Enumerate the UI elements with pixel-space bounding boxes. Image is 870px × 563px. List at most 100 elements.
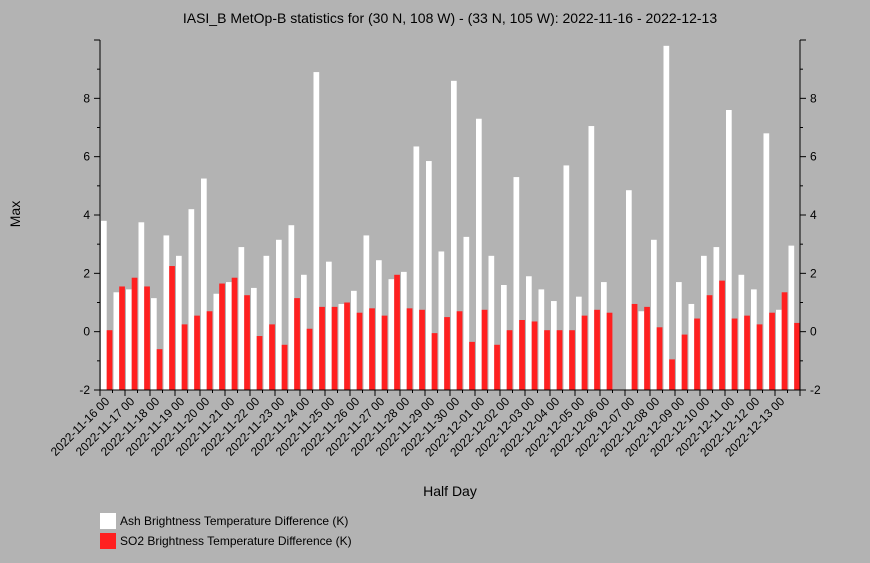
so2-bar-47	[694, 318, 700, 390]
y-tick-label-left: 4	[83, 208, 90, 222]
so2-bar-25	[419, 309, 425, 390]
so2-bar-32	[506, 330, 513, 390]
ash-bar-6	[176, 255, 182, 390]
ash-bar-46	[676, 282, 682, 390]
ash-bar-42	[626, 190, 632, 390]
x-axis-label: Half Day	[423, 483, 477, 499]
ash-bar-7	[188, 209, 195, 390]
ash-bar-1	[113, 292, 120, 390]
ash-bar-14	[276, 239, 282, 390]
so2-bar-52	[756, 324, 763, 391]
ash-bar-39	[588, 126, 595, 390]
so2-bar-26	[431, 333, 438, 391]
so2-bar-39	[594, 309, 600, 390]
ash-bar-12	[251, 287, 257, 390]
ash-bar-18	[326, 261, 332, 390]
ash-bar-13	[263, 255, 270, 390]
ash-bar-23	[388, 279, 395, 390]
ash-bar-25	[413, 146, 420, 390]
ash-bar-44	[651, 239, 657, 390]
y-axis-label: Max	[7, 201, 23, 227]
ash-bar-37	[563, 165, 570, 390]
ash-bar-45	[663, 45, 670, 390]
so2-bar-33	[519, 320, 525, 390]
so2-bar-48	[706, 295, 713, 390]
legend-label-ash: Ash Brightness Temperature Difference (K…	[120, 514, 349, 528]
so2-bar-11	[244, 295, 250, 390]
ash-bar-16	[301, 274, 307, 390]
ash-bar-40	[601, 282, 607, 390]
ash-bar-33	[513, 177, 520, 390]
ash-bar-47	[688, 303, 695, 390]
so2-bar-17	[319, 306, 325, 391]
so2-bar-46	[681, 334, 688, 390]
so2-bar-54	[781, 292, 788, 390]
ash-bar-8	[201, 178, 207, 390]
ash-bar-20	[351, 290, 357, 390]
y-tick-label-right: 6	[810, 150, 817, 164]
so2-bar-34	[531, 321, 538, 390]
legend-label-so2: SO2 Brightness Temperature Difference (K…	[120, 534, 352, 548]
ash-bar-4	[151, 298, 157, 391]
so2-bar-51	[744, 315, 750, 391]
ash-bar-48	[701, 255, 707, 390]
so2-bar-4	[156, 349, 163, 390]
chart-title: IASI_B MetOp-B statistics for (30 N, 108…	[183, 10, 718, 26]
ash-bar-5	[163, 235, 170, 390]
so2-bar-45	[669, 359, 675, 391]
ash-bar-35	[538, 289, 545, 391]
ash-bar-29	[463, 236, 470, 391]
ash-bar-52	[751, 289, 757, 391]
ash-bar-0	[101, 220, 107, 390]
ash-bar-31	[488, 255, 495, 390]
ash-bar-51	[738, 274, 745, 390]
so2-bar-2	[131, 277, 138, 390]
legend-swatch-so2	[100, 533, 116, 549]
ash-bar-54	[776, 309, 782, 390]
ash-bar-27	[438, 251, 445, 390]
ash-bar-3	[138, 222, 145, 390]
so2-bar-18	[331, 306, 338, 391]
ash-bar-38	[576, 296, 582, 390]
so2-bar-16	[306, 328, 313, 390]
ash-bar-49	[713, 247, 720, 390]
ash-bar-9	[213, 293, 220, 390]
ash-bar-2	[126, 289, 132, 391]
ash-bar-11	[238, 247, 245, 390]
so2-bar-50	[731, 318, 738, 390]
so2-bar-1	[119, 286, 125, 390]
ash-bar-43	[638, 311, 645, 390]
ash-bar-32	[501, 285, 507, 390]
so2-bar-49	[719, 280, 725, 391]
y-tick-label-right: 0	[810, 325, 817, 339]
ash-bar-36	[551, 301, 557, 390]
legend-swatch-ash	[100, 513, 116, 529]
so2-bar-38	[581, 315, 588, 391]
legend-item-ash: Ash Brightness Temperature Difference (K…	[100, 511, 352, 531]
so2-bar-12	[256, 336, 263, 390]
so2-bar-24	[406, 308, 413, 390]
so2-bar-29	[469, 341, 475, 391]
so2-bar-7	[194, 315, 200, 391]
so2-bar-3	[144, 286, 150, 390]
so2-bar-6	[181, 324, 188, 391]
so2-bar-55	[794, 322, 800, 390]
so2-bar-5	[169, 266, 175, 390]
so2-bar-43	[644, 306, 650, 391]
so2-bar-15	[294, 298, 300, 391]
so2-bar-36	[556, 330, 563, 390]
legend-item-so2: SO2 Brightness Temperature Difference (K…	[100, 531, 352, 551]
so2-bar-27	[444, 317, 450, 390]
ash-bar-17	[313, 72, 320, 390]
so2-bar-42	[631, 303, 638, 390]
so2-bar-14	[281, 344, 288, 390]
y-tick-label-right: -2	[810, 383, 821, 397]
ash-bar-22	[376, 260, 382, 390]
ash-bar-21	[363, 235, 370, 390]
y-tick-label-right: 8	[810, 91, 817, 105]
ash-bar-26	[426, 161, 432, 390]
so2-bar-13	[269, 324, 275, 391]
y-tick-label-right: 4	[810, 208, 817, 222]
so2-bar-35	[544, 330, 550, 390]
